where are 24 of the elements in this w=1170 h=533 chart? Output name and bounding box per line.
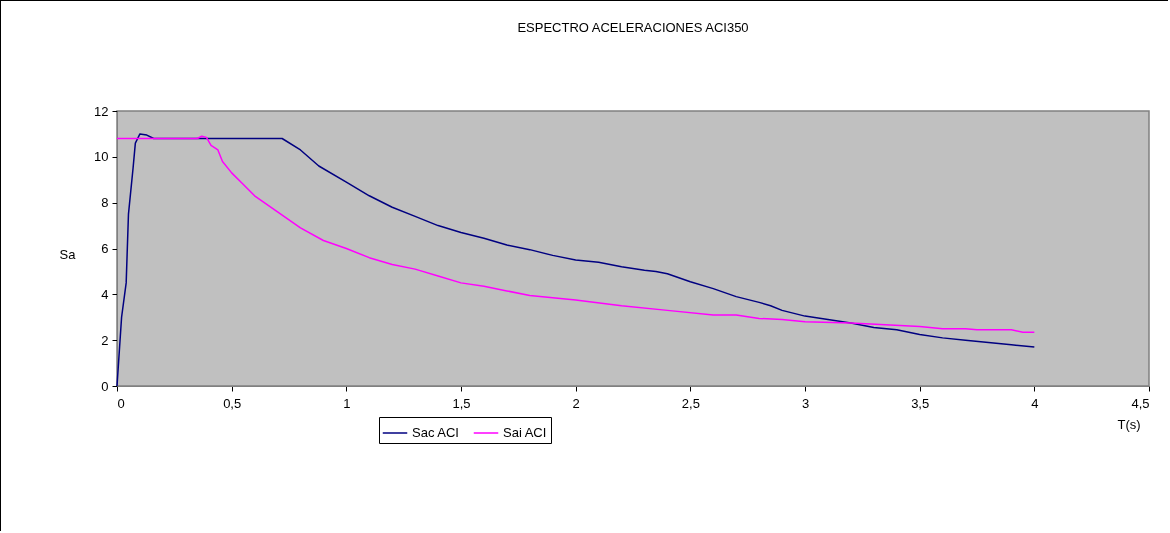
x-tick-label: 0	[117, 395, 125, 411]
y-tick-label: 10	[94, 149, 109, 165]
chart-title: ESPECTRO ACELERACIONES ACI350	[517, 20, 749, 35]
line-series	[116, 135, 1036, 333]
legend-label: Sai ACI	[503, 425, 547, 440]
x-tick-label: 0,5	[223, 395, 242, 411]
x-tick-label: 1	[343, 395, 351, 411]
x-tick-label: 4,5	[1131, 395, 1150, 411]
y-axis-title: Sa	[59, 246, 77, 262]
y-tick-label: 12	[94, 103, 109, 119]
y-tick-label: 0	[101, 378, 109, 394]
x-axis-title: T(s)	[1117, 416, 1141, 432]
legend-label: Sac ACI	[412, 425, 459, 440]
x-tick-label: 3,5	[911, 395, 930, 411]
y-tick-label: 4	[101, 286, 109, 302]
x-tick-label: 1,5	[452, 395, 471, 411]
y-tick-label: 8	[101, 195, 109, 211]
y-tick-label: 2	[101, 332, 109, 348]
x-tick-label: 3	[801, 395, 810, 411]
y-tick-label: 6	[101, 241, 109, 256]
x-tick-label: 4	[1031, 395, 1039, 411]
x-tick-label: 2	[572, 395, 580, 411]
line-series	[116, 133, 1036, 387]
x-tick-label: 2,5	[681, 395, 700, 411]
